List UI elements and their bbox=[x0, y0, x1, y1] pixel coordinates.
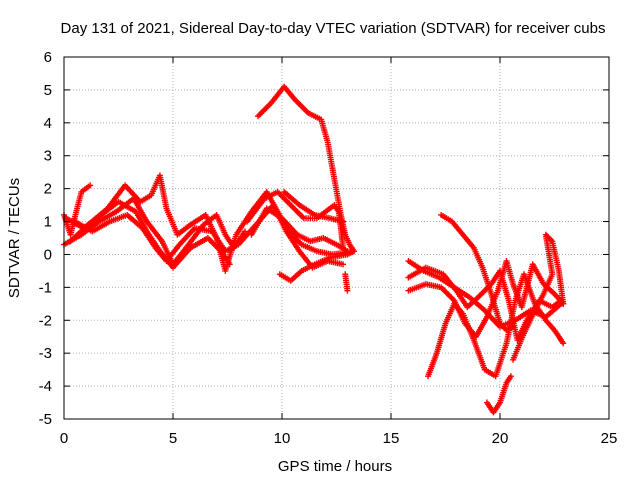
y-tick-label: 1 bbox=[44, 214, 52, 231]
grid bbox=[64, 57, 609, 419]
x-axis-ticks: 0 5 10 15 20 25 bbox=[60, 57, 618, 447]
x-tick-label: 25 bbox=[601, 430, 618, 447]
y-tick-label: -3 bbox=[39, 345, 52, 362]
data-point bbox=[344, 287, 351, 294]
y-tick-label: 4 bbox=[44, 115, 52, 132]
series-18 bbox=[510, 231, 567, 363]
x-tick-label: 5 bbox=[169, 430, 177, 447]
series-7 bbox=[244, 188, 347, 251]
series-15 bbox=[425, 271, 567, 380]
y-tick-label: -4 bbox=[39, 378, 52, 395]
data-point bbox=[340, 218, 347, 225]
y-tick-label: 3 bbox=[44, 148, 52, 165]
series-9 bbox=[281, 188, 347, 225]
data-point bbox=[350, 248, 357, 255]
data-point bbox=[560, 300, 567, 307]
data-point bbox=[87, 182, 94, 189]
series-16 bbox=[438, 211, 517, 334]
y-axis-label: SDTVAR / TECUs bbox=[6, 178, 23, 298]
plot-frame bbox=[63, 56, 610, 420]
chart-title: Day 131 of 2021, Sidereal Day-to-day VTE… bbox=[61, 20, 606, 37]
y-tick-label: 6 bbox=[44, 49, 52, 66]
series-6 bbox=[255, 83, 357, 255]
x-tick-label: 10 bbox=[274, 430, 291, 447]
y-tick-label: 2 bbox=[44, 181, 52, 198]
x-tick-label: 15 bbox=[383, 430, 400, 447]
y-axis-ticks: -5 -4 -3 -2 -1 0 1 2 3 4 5 6 bbox=[39, 49, 609, 428]
x-axis-label: GPS time / hours bbox=[278, 458, 392, 475]
y-tick-label: 5 bbox=[44, 82, 52, 99]
x-tick-label: 0 bbox=[60, 430, 68, 447]
y-tick-label: -1 bbox=[39, 279, 52, 296]
data-point bbox=[340, 261, 347, 268]
x-tick-label: 20 bbox=[492, 430, 509, 447]
data-point bbox=[241, 228, 248, 235]
data-point bbox=[507, 373, 514, 380]
y-tick-label: -2 bbox=[39, 312, 52, 329]
data-point bbox=[560, 340, 567, 347]
series-11 bbox=[342, 271, 351, 294]
series-8 bbox=[248, 205, 351, 255]
y-tick-label: 0 bbox=[44, 246, 52, 263]
series-10 bbox=[276, 248, 357, 284]
data-point bbox=[510, 323, 517, 330]
y-tick-label: -5 bbox=[39, 411, 52, 428]
series-17 bbox=[483, 373, 514, 416]
data-markers bbox=[61, 83, 567, 416]
